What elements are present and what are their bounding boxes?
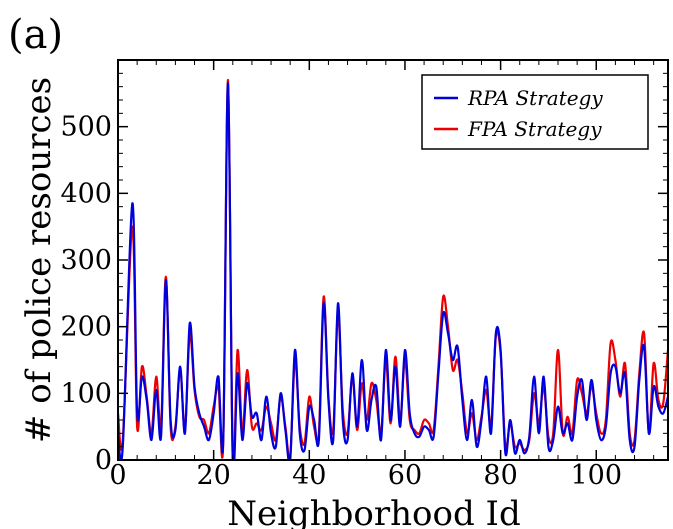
series-layer [118,78,668,460]
legend-label-rpa: RPA Strategy [467,86,603,110]
y-tick-label: 200 [60,312,112,343]
x-tick-label: 80 [483,460,517,491]
x-axis-title: Neighborhood Id [227,494,521,529]
y-tick-label: 500 [60,112,112,143]
legend-label-fpa: FPA Strategy [467,117,602,141]
x-tick-label: 0 [109,460,126,491]
x-axis-ticks: 0 20 40 60 80 100 [109,60,622,491]
y-tick-label: 300 [60,245,112,276]
y-axis-ticks: 0 100 200 300 400 500 [60,112,668,476]
y-tick-label: 0 [95,445,112,476]
y-axis-title: # of police resources [19,77,59,443]
panel-label: (a) [8,12,63,58]
series-line-rpa-strategy [118,82,668,460]
x-tick-label: 20 [196,460,230,491]
x-tick-label: 100 [570,460,622,491]
x-tick-label: 40 [292,460,326,491]
x-tick-label: 60 [388,460,422,491]
legend: RPA Strategy FPA Strategy [421,74,649,150]
x-minor-ticks [136,60,655,460]
legend-box [421,74,649,150]
y-minor-ticks [118,72,668,448]
y-tick-label: 100 [60,378,112,409]
y-tick-label: 400 [60,178,112,209]
